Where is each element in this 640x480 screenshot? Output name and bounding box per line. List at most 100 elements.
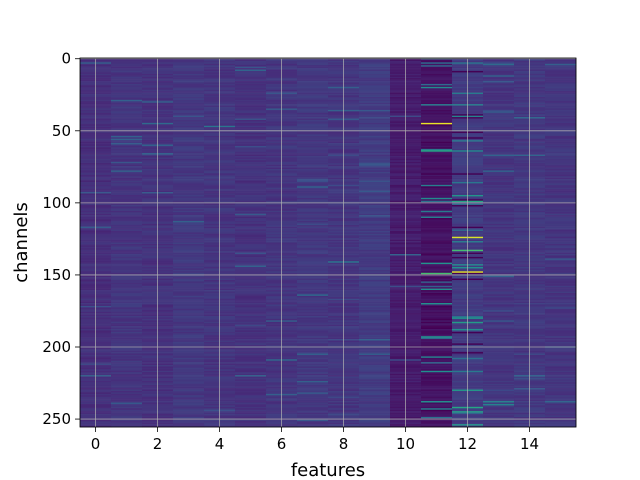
heatmap-cell [483,104,515,106]
heatmap-cell [111,92,143,95]
heatmap-cell [421,350,453,353]
heatmap-cell [297,301,329,304]
heatmap-cell [359,297,391,300]
heatmap-cell [545,243,577,246]
heatmap-cell [111,190,143,193]
heatmap-cell [173,108,205,111]
heatmap-cell [421,147,453,150]
heatmap-cell [297,419,329,422]
heatmap-cell [173,220,205,223]
heatmap-cell [359,343,391,346]
heatmap-cell [297,83,329,86]
heatmap-cell [359,160,391,163]
heatmap-cell [297,241,329,243]
heatmap-cell [545,66,577,69]
heatmap-cell [173,59,205,62]
heatmap-cell [235,92,267,95]
heatmap-cell [111,390,143,393]
heatmap-cell [545,200,577,203]
heatmap-cell [173,281,205,284]
heatmap-cell [483,354,515,357]
heatmap-cell [111,278,143,281]
heatmap-cell [235,256,267,259]
heatmap-cell [235,171,267,174]
heatmap-cell [297,405,329,408]
heatmap-cell [359,219,391,222]
heatmap-cell [297,81,329,83]
heatmap-cell [111,196,143,199]
heatmap-cell [483,323,515,325]
heatmap-cell [297,220,329,223]
heatmap-cell [173,365,205,367]
heatmap-cell [111,313,143,315]
heatmap-cell [235,398,267,400]
heatmap-cell [111,311,143,314]
heatmap-cell [483,164,515,167]
heatmap-cell [235,321,267,324]
heatmap-cell [545,330,577,333]
heatmap-cell [545,215,577,217]
heatmap-cell [297,341,329,344]
heatmap-cell [235,411,267,413]
heatmap-cell [483,290,515,292]
heatmap-cell [173,219,205,222]
heatmap-cell [235,102,267,105]
heatmap-cell [421,213,453,216]
heatmap-cell [297,334,329,337]
heatmap-cell [235,421,267,423]
heatmap-cell [111,164,143,167]
heatmap-cell [483,386,515,389]
heatmap-cell [111,323,143,325]
heatmap-cell [359,86,391,89]
heatmap-cell [173,94,205,96]
heatmap-cell [483,317,515,320]
heatmap-cell [111,308,143,311]
heatmap-cell [297,121,329,124]
heatmap-cell [297,310,329,312]
heatmap-cell [483,215,515,217]
heatmap-cell [111,174,143,177]
heatmap-cell [111,213,143,216]
heatmap-cell [421,62,453,65]
heatmap-cell [173,137,205,140]
heatmap-cell [111,118,143,121]
heatmap-cell [297,303,329,305]
heatmap-cell [235,278,267,281]
heatmap-cell [111,230,143,233]
heatmap-cell [483,267,515,269]
heatmap-cell [421,199,453,201]
heatmap-cell [483,144,515,147]
heatmap-cell [235,248,267,251]
heatmap-cell [235,317,267,320]
heatmap-cell [235,271,267,274]
heatmap-cell [111,341,143,344]
heatmap-cell [359,380,391,383]
heatmap-cell [111,271,143,274]
heatmap-cell [111,122,143,125]
heatmap-cell [545,75,577,78]
heatmap-cell [359,362,391,364]
heatmap-cell [545,324,577,327]
heatmap-cell [483,235,515,238]
heatmap-cell [235,150,267,152]
heatmap-cell [483,109,515,112]
heatmap-cell [297,239,329,242]
heatmap-cell [545,114,577,116]
heatmap-cell [483,333,515,336]
heatmap-cell [359,109,391,112]
heatmap-cell [111,209,143,212]
heatmap-cell [545,151,577,154]
heatmap-cell [173,163,205,165]
heatmap-cell [545,390,577,393]
heatmap-cell [359,65,391,67]
heatmap-cell [297,157,329,160]
heatmap-cell [235,134,267,137]
heatmap-cell [483,203,515,206]
heatmap-cell [483,313,515,315]
heatmap-cell [483,385,515,387]
heatmap-cell [173,311,205,314]
heatmap-cell [235,156,267,158]
heatmap-cell [173,217,205,220]
heatmap-cell [235,389,267,392]
heatmap-cell [545,375,577,377]
